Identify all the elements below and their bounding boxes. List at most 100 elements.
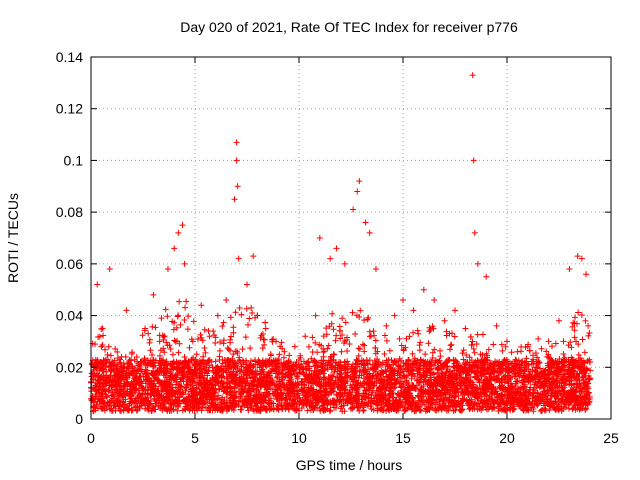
data-point bbox=[331, 368, 338, 375]
data-point bbox=[526, 371, 533, 378]
data-point bbox=[102, 380, 109, 387]
data-point bbox=[491, 389, 498, 396]
data-point bbox=[432, 389, 439, 396]
data-point bbox=[413, 407, 420, 414]
data-point bbox=[243, 401, 250, 408]
data-point bbox=[145, 330, 152, 337]
data-point bbox=[360, 375, 367, 382]
data-point bbox=[279, 406, 285, 413]
data-point bbox=[247, 362, 254, 369]
data-point bbox=[370, 328, 377, 335]
data-point bbox=[99, 396, 106, 403]
data-point bbox=[276, 351, 283, 358]
data-point bbox=[306, 365, 313, 372]
data-point bbox=[384, 381, 391, 388]
data-point bbox=[352, 331, 359, 338]
data-point bbox=[409, 350, 416, 357]
data-point bbox=[164, 313, 171, 320]
data-point bbox=[217, 407, 224, 414]
data-point bbox=[396, 363, 403, 370]
data-point bbox=[526, 347, 533, 354]
data-point bbox=[405, 382, 412, 389]
data-point bbox=[309, 334, 316, 341]
data-point bbox=[316, 405, 323, 412]
data-point bbox=[98, 325, 105, 332]
data-point bbox=[312, 402, 319, 409]
data-point bbox=[422, 351, 429, 358]
data-point bbox=[111, 357, 118, 364]
data-point bbox=[454, 359, 461, 366]
data-point bbox=[447, 346, 454, 353]
data-point bbox=[435, 364, 442, 371]
data-point bbox=[429, 381, 436, 388]
data-point bbox=[227, 388, 234, 395]
data-point bbox=[347, 387, 354, 394]
data-point bbox=[227, 336, 234, 343]
data-point bbox=[493, 390, 500, 397]
data-point bbox=[150, 391, 157, 398]
data-point bbox=[225, 346, 232, 353]
data-point bbox=[378, 404, 385, 411]
data-point bbox=[570, 368, 577, 375]
data-point bbox=[289, 402, 296, 409]
data-point bbox=[139, 385, 146, 392]
data-point bbox=[504, 392, 511, 399]
data-point bbox=[91, 366, 98, 373]
data-point bbox=[383, 357, 390, 364]
data-point bbox=[189, 396, 196, 403]
data-point bbox=[237, 358, 244, 365]
data-point bbox=[486, 382, 493, 389]
data-point bbox=[313, 374, 320, 381]
data-point bbox=[503, 386, 510, 393]
data-point bbox=[252, 393, 259, 400]
data-point bbox=[232, 348, 239, 355]
data-point bbox=[96, 367, 103, 374]
data-point bbox=[238, 311, 245, 318]
data-point bbox=[375, 377, 382, 384]
data-point bbox=[113, 365, 120, 372]
data-point bbox=[543, 348, 550, 355]
data-point bbox=[568, 391, 575, 398]
data-point bbox=[405, 356, 412, 363]
data-point bbox=[546, 402, 553, 409]
data-point bbox=[366, 333, 373, 340]
data-point bbox=[571, 358, 578, 365]
data-point bbox=[398, 342, 405, 349]
data-point bbox=[533, 360, 540, 367]
data-point bbox=[390, 370, 397, 377]
data-point bbox=[530, 356, 537, 363]
data-point bbox=[452, 403, 459, 410]
data-point bbox=[452, 375, 459, 382]
data-point bbox=[138, 378, 145, 385]
data-point bbox=[342, 397, 349, 404]
data-point bbox=[554, 383, 561, 390]
data-point bbox=[507, 376, 514, 383]
data-point bbox=[122, 353, 129, 360]
data-point bbox=[415, 330, 422, 337]
data-point bbox=[383, 368, 390, 375]
data-point bbox=[190, 318, 197, 325]
data-point bbox=[100, 366, 107, 373]
data-point bbox=[257, 384, 264, 391]
data-point bbox=[157, 392, 164, 399]
data-point bbox=[389, 394, 396, 401]
data-point bbox=[316, 387, 323, 394]
data-point bbox=[274, 405, 281, 412]
data-point bbox=[569, 362, 576, 369]
data-point bbox=[132, 389, 139, 396]
data-point bbox=[544, 396, 551, 403]
data-point bbox=[422, 369, 429, 376]
data-point bbox=[224, 344, 231, 351]
data-point bbox=[142, 387, 149, 394]
data-point bbox=[486, 373, 493, 380]
data-point bbox=[298, 405, 305, 412]
data-point bbox=[436, 390, 443, 397]
data-point bbox=[201, 326, 208, 333]
data-point bbox=[259, 357, 266, 364]
data-point bbox=[149, 351, 156, 358]
data-point bbox=[204, 388, 211, 395]
data-point bbox=[162, 306, 169, 313]
data-point bbox=[511, 358, 518, 365]
data-point bbox=[353, 374, 360, 381]
data-point bbox=[586, 375, 593, 382]
